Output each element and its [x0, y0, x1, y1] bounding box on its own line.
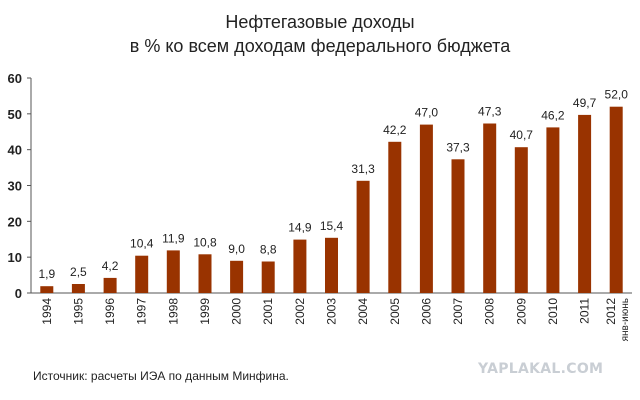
data-label: 47,0 [415, 106, 439, 120]
x-tick-label-group: 1995 [71, 298, 85, 325]
watermark: YAPLAKAL.COM [478, 361, 604, 377]
chart-title-block: Нефтегазовые доходы в % ко всем доходам … [0, 10, 640, 58]
bar [514, 147, 528, 293]
data-label: 10,8 [193, 235, 217, 249]
x-tick-label: 2000 [230, 298, 244, 325]
chart-title: Нефтегазовые доходы [225, 12, 415, 32]
y-tick-label: 10 [8, 250, 22, 265]
x-tick-label: 2001 [261, 298, 275, 325]
x-tick-label: 2010 [546, 298, 560, 325]
x-tick-label-group: 2008 [483, 298, 497, 325]
x-tick-label-group: 1994 [40, 298, 54, 325]
bar [135, 255, 149, 293]
x-tick-label: 2003 [325, 298, 339, 325]
x-tick-label-line: янв-июнь [620, 298, 631, 341]
data-label: 14,9 [288, 221, 312, 235]
data-label: 40,7 [510, 128, 534, 142]
bar [388, 141, 402, 293]
x-tick-label-group: 2009 [514, 298, 528, 325]
bar [578, 114, 592, 294]
bar [325, 237, 338, 293]
data-label: 1,9 [38, 267, 55, 281]
bar [451, 159, 465, 293]
x-tick-label-line: 2012 [604, 298, 618, 325]
x-tick-label: 1998 [166, 298, 180, 325]
data-label: 8,8 [260, 243, 277, 257]
x-tick-label: 2009 [514, 298, 528, 325]
data-label: 2,5 [70, 265, 87, 279]
x-tick-label: 1995 [71, 298, 85, 325]
bar [71, 284, 85, 293]
y-tick-label: 0 [15, 286, 22, 301]
data-label: 11,9 [162, 231, 185, 245]
x-tick-label-group: 1999 [198, 298, 212, 325]
x-tick-label-group: 2011 [578, 298, 592, 324]
bar [230, 260, 244, 294]
x-tick-label-group: 2001 [261, 298, 275, 325]
bar [293, 239, 307, 293]
x-tick-label-group: 1996 [103, 298, 117, 325]
x-tick-label-group: 2006 [419, 298, 433, 325]
data-label: 47,3 [478, 105, 502, 119]
x-tick-label-group: 1998 [166, 298, 180, 325]
y-tick-label: 20 [8, 214, 22, 229]
source-note: Источник: расчеты ИЭА по данным Минфина. [33, 369, 289, 383]
x-tick-label: 2007 [451, 298, 465, 325]
y-tick-label: 40 [8, 143, 22, 158]
data-label: 42,2 [383, 123, 407, 137]
x-tick-label: 1997 [135, 298, 149, 325]
x-tick-label-group: 2007 [451, 298, 465, 325]
x-tick-label: 2006 [419, 298, 433, 325]
x-tick-label-group: 2003 [325, 298, 339, 325]
x-tick-label: 1994 [40, 298, 54, 325]
data-label: 49,7 [573, 96, 597, 110]
data-label: 15,4 [320, 219, 344, 233]
bar [546, 127, 560, 294]
data-label: 4,2 [102, 259, 119, 273]
x-tick-label-group: 1997 [135, 298, 149, 325]
x-tick-label: 2008 [483, 298, 497, 325]
bar [103, 277, 117, 293]
data-label: 10,4 [130, 237, 154, 251]
bar [483, 123, 497, 293]
x-tick-label-group: 2004 [356, 298, 370, 325]
x-tick-label: 1999 [198, 298, 212, 325]
x-tick-label-group: 2005 [388, 298, 402, 325]
data-label: 9,0 [228, 242, 245, 256]
bar [356, 180, 370, 293]
x-tick-label: 2012 янв-июнь [604, 298, 631, 342]
x-tick-label: 2002 [293, 298, 307, 325]
bar [198, 254, 212, 293]
y-tick-label: 50 [8, 107, 22, 122]
x-tick-label: 2011 [578, 298, 592, 324]
x-tick-label: 2004 [356, 298, 370, 325]
data-label: 31,3 [351, 162, 375, 176]
bar [166, 250, 180, 293]
y-tick-label: 60 [8, 71, 22, 86]
data-label: 37,3 [446, 140, 470, 154]
y-tick-label: 30 [8, 179, 22, 194]
x-tick-label-group: 2002 [293, 298, 307, 325]
bar [261, 261, 275, 293]
bar [609, 106, 623, 293]
data-label: 52,0 [605, 88, 629, 102]
x-tick-label-group: 2012 янв-июнь [604, 298, 631, 342]
bar [419, 124, 433, 293]
bar [40, 286, 54, 293]
chart-subtitle: в % ко всем доходам федерального бюджета [129, 36, 511, 56]
data-label: 46,2 [541, 108, 565, 122]
x-tick-label-group: 2000 [230, 298, 244, 325]
x-tick-label: 1996 [103, 298, 117, 325]
x-tick-label: 2005 [388, 298, 402, 325]
x-tick-label-group: 2010 [546, 298, 560, 325]
